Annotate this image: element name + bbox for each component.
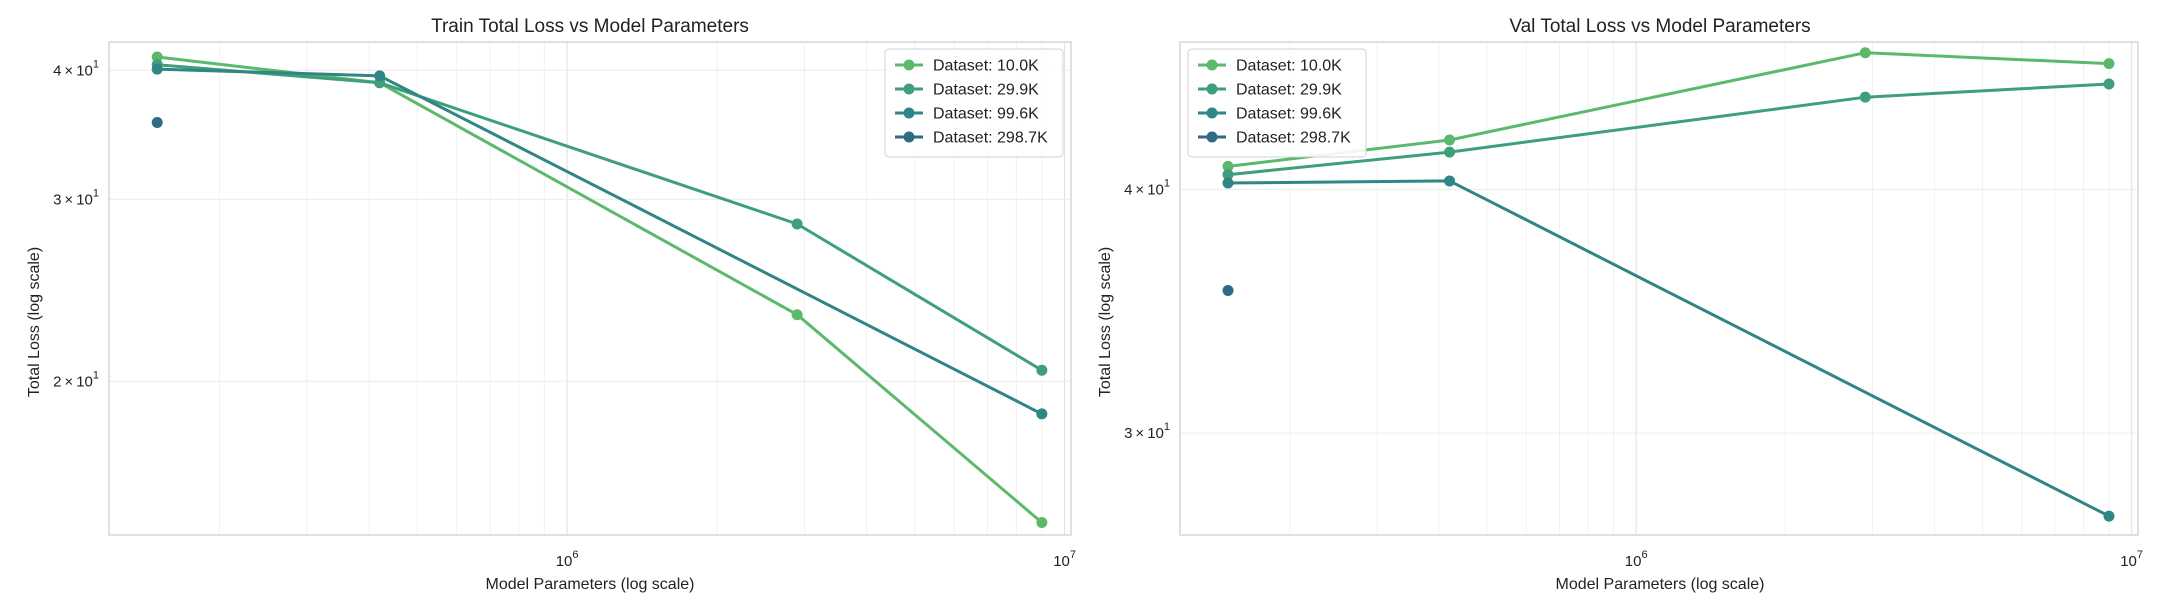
train-x-tick-label: 106 [556,549,579,570]
train-data-point [791,309,803,321]
val-legend-label: Dataset: 99.6K [1236,106,1342,123]
val-y-axis-label: Total Loss (log scale) [1097,247,1114,397]
val-data-point [2103,78,2115,90]
val-legend-label: Dataset: 10.0K [1236,58,1342,75]
val-legend-label: Dataset: 29.9K [1236,82,1342,99]
train-data-point [791,218,803,230]
train-data-point [151,51,163,63]
train-legend: Dataset: 10.0K Dataset: 29.9K Dataset: 99.… [884,48,1064,158]
val-series-2 [1222,78,2115,181]
val-series-line [1226,179,2111,518]
val-legend-item: Dataset: 298.7K [1198,130,1351,147]
train-data-point [1036,408,1048,420]
val-data-point [1222,284,1234,296]
train-legend-label: Dataset: 10.0K [933,58,1039,75]
val-data-point [1859,47,1871,59]
val-data-point [2103,510,2115,522]
train-chart-title: Train Total Loss vs Model Parameters [431,16,749,37]
train-y-tick-label: 3 × 101 [53,187,99,208]
train-legend-box [884,48,1064,158]
train-legend-swatch-marker [903,107,915,119]
val-x-axis-label: Model Parameters (log scale) [1556,576,1765,593]
val-data-point [1444,146,1456,158]
val-y-tick-label: 3 × 101 [1124,421,1170,442]
val-data-point [1859,91,1871,103]
val-loss-panel: Val Total Loss vs Model Parameters Model… [1097,16,2143,593]
val-legend-item: Dataset: 29.9K [1198,82,1342,99]
train-series-4 [151,117,163,129]
val-data-point [1222,160,1234,172]
val-series-4 [1222,284,1234,296]
train-legend-swatch-marker [903,83,915,95]
train-legend-label: Dataset: 99.6K [933,106,1039,123]
val-legend-swatch-marker [1206,107,1218,119]
val-data-point [2103,58,2115,70]
train-data-point [151,63,163,75]
val-legend-box [1187,48,1367,158]
train-legend-item: Dataset: 298.7K [895,130,1048,147]
val-axes-frame [1179,41,2139,536]
train-series-line [155,55,1044,524]
val-x-tick-label: 106 [1625,549,1648,570]
val-legend-item: Dataset: 99.6K [1198,106,1342,123]
train-legend-item: Dataset: 29.9K [895,82,1039,99]
val-legend-label: Dataset: 298.7K [1236,130,1351,147]
train-x-tick-label: 107 [1053,549,1076,570]
train-data-point [151,117,163,129]
val-series-line [1226,82,2111,177]
val-x-tick-label: 107 [2120,549,2143,570]
train-legend-swatch-marker [903,59,915,71]
val-chart-title: Val Total Loss vs Model Parameters [1509,16,1810,37]
train-legend-label: Dataset: 29.9K [933,82,1039,99]
train-legend-item: Dataset: 10.0K [895,58,1039,75]
train-y-tick-label: 4 × 101 [53,58,99,79]
val-legend: Dataset: 10.0K Dataset: 29.9K Dataset: 99.… [1187,48,1367,158]
val-data-point [1222,169,1234,181]
train-legend-item: Dataset: 99.6K [895,106,1039,123]
val-data-point [1444,134,1456,146]
train-axes-frame [108,41,1072,536]
train-y-tick-label: 2 × 101 [53,369,99,390]
val-y-tick-label: 4 × 101 [1124,177,1170,198]
train-data-point [1036,517,1048,529]
val-legend-item: Dataset: 10.0K [1198,58,1342,75]
val-legend-swatch-marker [1206,83,1218,95]
train-loss-panel: Train Total Loss vs Model Parameters Mod… [26,16,1076,593]
train-series-3 [151,63,1048,420]
train-legend-label: Dataset: 298.7K [933,130,1048,147]
val-series-3 [1222,175,2115,522]
train-data-point [374,70,386,82]
val-legend-swatch-marker [1206,131,1218,143]
val-data-point [1444,175,1456,187]
train-y-axis-label: Total Loss (log scale) [26,247,43,397]
train-x-axis-label: Model Parameters (log scale) [486,576,695,593]
val-data-point [1222,177,1234,189]
train-legend-swatch-marker [903,131,915,143]
val-legend-swatch-marker [1206,59,1218,71]
train-data-point [1036,364,1048,376]
